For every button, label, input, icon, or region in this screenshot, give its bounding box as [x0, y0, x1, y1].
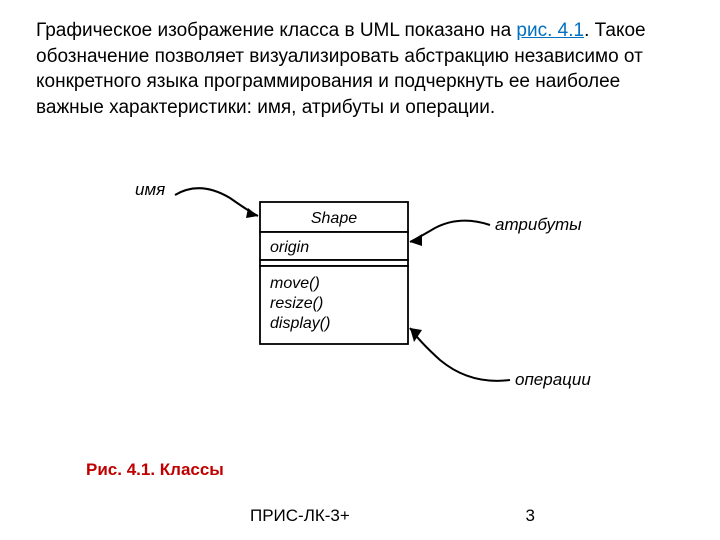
- label-ops: операции: [515, 370, 591, 390]
- class-op-0: move(): [270, 275, 320, 292]
- footer-left: ПРИС-ЛК-3+: [250, 506, 350, 526]
- uml-class-diagram: Shape origin move() resize() display() и…: [0, 170, 720, 430]
- uml-class-box: Shape origin move() resize() display(): [260, 202, 408, 344]
- paragraph-pre: Графическое изображение класса в UML пок…: [36, 20, 516, 41]
- class-attr-0: origin: [270, 239, 309, 256]
- body-paragraph: Графическое изображение класса в UML пок…: [36, 18, 684, 121]
- arrow-name: [175, 188, 258, 216]
- figure-link[interactable]: рис. 4.1: [516, 20, 584, 41]
- arrow-ops: [410, 328, 510, 381]
- footer-page-number: 3: [526, 506, 535, 526]
- label-attrs: атрибуты: [495, 215, 582, 235]
- label-name: имя: [135, 180, 165, 200]
- class-op-2: display(): [270, 315, 330, 332]
- class-name: Shape: [311, 210, 357, 227]
- figure-caption: Рис. 4.1. Классы: [86, 460, 224, 480]
- arrow-name-head: [246, 208, 258, 218]
- diagram-svg: Shape origin move() resize() display(): [0, 170, 720, 430]
- class-op-1: resize(): [270, 295, 323, 312]
